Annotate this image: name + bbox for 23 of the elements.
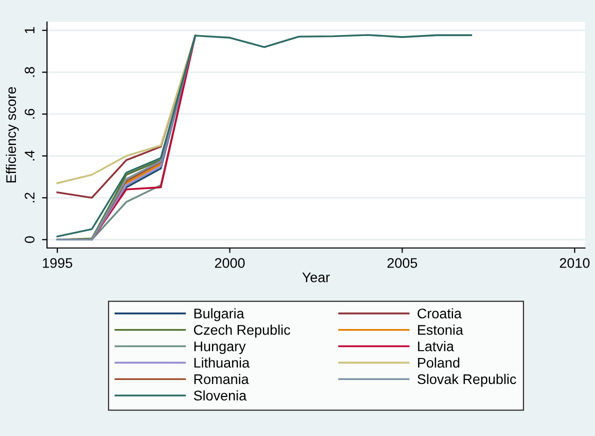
legend-label: Romania [194, 374, 249, 384]
x-tick-label: 2010 [560, 258, 590, 268]
legend-label: Poland [418, 357, 460, 368]
x-tick-label: 1995 [42, 258, 72, 268]
legend-label: Czech Republic [194, 324, 290, 338]
x-tick-label: 2005 [387, 258, 418, 268]
legend-label: Bulgaria [194, 308, 244, 322]
x-tick-label: 2000 [215, 258, 245, 268]
legend-label: Latvia [418, 341, 454, 352]
legend-label: Lithuania [194, 357, 250, 368]
y-tick-label: 0 [24, 236, 35, 243]
x-axis-title: Year [302, 272, 330, 282]
y-tick-label: .8 [24, 67, 35, 77]
y-tick-label: .4 [24, 150, 34, 160]
y-tick-label: .6 [24, 108, 35, 119]
legend-label: Slovenia [194, 390, 247, 401]
legend-label: Hungary [194, 342, 246, 354]
y-tick-label: 1 [24, 27, 34, 34]
y-axis-title: Efficiency score [6, 87, 19, 182]
legend-label: Estonia [418, 324, 464, 335]
legend-label: Slovak Republic [418, 374, 516, 387]
y-tick-label: .2 [24, 192, 34, 202]
legend-label: Croatia [418, 308, 462, 318]
